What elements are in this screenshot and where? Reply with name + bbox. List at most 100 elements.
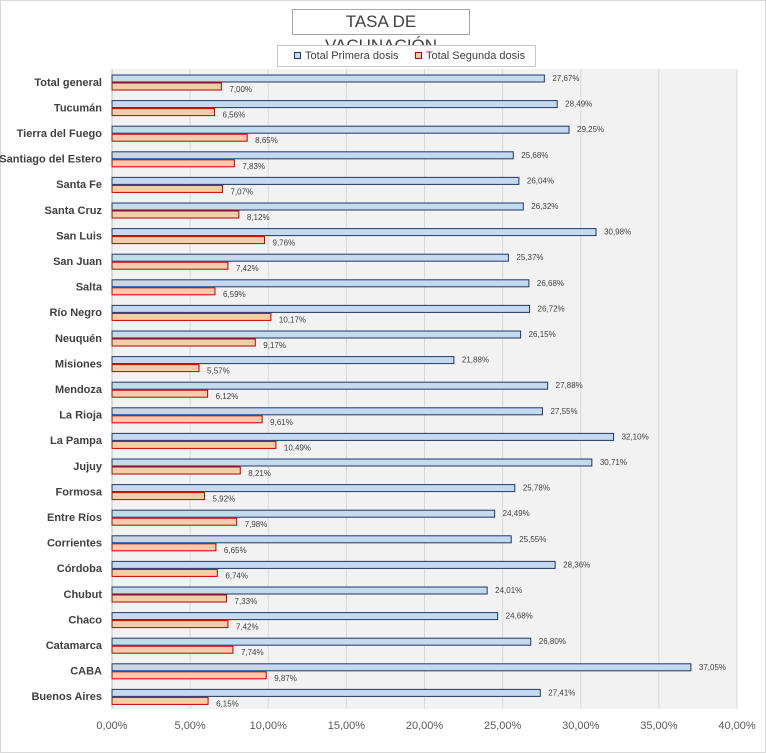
data-label-primera-dosis: 28,36% bbox=[563, 560, 590, 569]
data-label-segunda-dosis: 7,42% bbox=[236, 623, 259, 632]
bar-primera-dosis bbox=[111, 509, 496, 518]
category-label: Santa Fe bbox=[56, 179, 102, 191]
data-label-segunda-dosis: 9,17% bbox=[263, 341, 286, 350]
category-label: Buenos Aires bbox=[31, 691, 102, 703]
data-label-primera-dosis: 24,68% bbox=[506, 612, 533, 621]
bar-primera-dosis bbox=[111, 176, 520, 185]
data-label-segunda-dosis: 10,49% bbox=[284, 443, 311, 452]
x-tick-label: 5,00% bbox=[175, 720, 206, 732]
data-label-primera-dosis: 26,68% bbox=[537, 279, 564, 288]
bar-segunda-dosis bbox=[111, 440, 277, 449]
bar-segunda-dosis bbox=[111, 466, 241, 475]
category-label: Salta bbox=[76, 282, 103, 294]
bar-primera-dosis bbox=[111, 663, 692, 672]
x-tick-label: 15,00% bbox=[328, 720, 366, 732]
data-label-segunda-dosis: 9,87% bbox=[274, 674, 297, 683]
data-label-segunda-dosis: 7,42% bbox=[236, 264, 259, 273]
bar-primera-dosis bbox=[111, 228, 597, 237]
bar-segunda-dosis bbox=[111, 517, 238, 526]
data-label-segunda-dosis: 8,21% bbox=[248, 469, 271, 478]
category-label: Jujuy bbox=[73, 461, 103, 473]
data-label-segunda-dosis: 8,65% bbox=[255, 136, 278, 145]
data-label-segunda-dosis: 7,00% bbox=[229, 85, 252, 94]
category-label: San Luis bbox=[56, 230, 102, 242]
bar-segunda-dosis bbox=[111, 415, 263, 424]
bar-primera-dosis bbox=[111, 381, 549, 390]
data-label-segunda-dosis: 5,92% bbox=[213, 495, 236, 504]
legend-swatch-segunda bbox=[415, 52, 422, 59]
bar-primera-dosis bbox=[111, 612, 499, 621]
data-label-primera-dosis: 24,49% bbox=[503, 509, 530, 518]
category-label: Córdoba bbox=[57, 563, 103, 575]
category-label: Catamarca bbox=[46, 640, 103, 652]
bar-primera-dosis bbox=[111, 279, 530, 288]
x-tick-label: 0,00% bbox=[96, 720, 127, 732]
data-label-primera-dosis: 27,55% bbox=[550, 407, 577, 416]
category-label: Chaco bbox=[68, 614, 102, 626]
data-label-segunda-dosis: 7,98% bbox=[245, 520, 268, 529]
bar-primera-dosis bbox=[111, 458, 593, 467]
data-label-primera-dosis: 21,88% bbox=[462, 356, 489, 365]
data-label-primera-dosis: 27,67% bbox=[552, 74, 579, 83]
category-label: Formosa bbox=[56, 486, 103, 498]
bar-primera-dosis bbox=[111, 688, 541, 697]
bar-primera-dosis bbox=[111, 304, 530, 313]
category-label: Mendoza bbox=[55, 384, 103, 396]
bar-segunda-dosis bbox=[111, 287, 216, 296]
data-label-primera-dosis: 28,49% bbox=[565, 100, 592, 109]
data-label-primera-dosis: 25,78% bbox=[523, 484, 550, 493]
data-label-segunda-dosis: 9,61% bbox=[270, 418, 293, 427]
bar-segunda-dosis bbox=[111, 133, 248, 142]
bar-segunda-dosis bbox=[111, 645, 234, 654]
category-label: CABA bbox=[70, 666, 102, 678]
bar-primera-dosis bbox=[111, 151, 514, 160]
data-label-segunda-dosis: 7,07% bbox=[230, 187, 253, 196]
x-tick-label: 30,00% bbox=[562, 720, 600, 732]
bar-segunda-dosis bbox=[111, 108, 215, 117]
data-label-segunda-dosis: 6,65% bbox=[224, 546, 247, 555]
bar-primera-dosis bbox=[111, 330, 522, 339]
data-label-primera-dosis: 37,05% bbox=[699, 663, 726, 672]
category-label: Entre Ríos bbox=[47, 512, 102, 524]
x-tick-label: 20,00% bbox=[406, 720, 444, 732]
data-label-primera-dosis: 26,72% bbox=[538, 304, 565, 313]
category-label: Tierra del Fuego bbox=[17, 128, 103, 140]
bar-primera-dosis bbox=[111, 74, 545, 83]
bar-primera-dosis bbox=[111, 535, 512, 544]
x-tick-label: 10,00% bbox=[250, 720, 288, 732]
bar-segunda-dosis bbox=[111, 364, 200, 373]
bar-segunda-dosis bbox=[111, 568, 218, 577]
bar-segunda-dosis bbox=[111, 159, 235, 168]
category-label: La Pampa bbox=[50, 435, 103, 447]
data-label-primera-dosis: 32,10% bbox=[622, 432, 649, 441]
bar-primera-dosis bbox=[111, 586, 488, 595]
bar-segunda-dosis bbox=[111, 210, 240, 219]
data-label-segunda-dosis: 6,74% bbox=[225, 571, 248, 580]
bar-segunda-dosis bbox=[111, 261, 229, 270]
data-label-segunda-dosis: 10,17% bbox=[279, 315, 306, 324]
data-label-primera-dosis: 25,68% bbox=[521, 151, 548, 160]
bar-segunda-dosis bbox=[111, 184, 223, 193]
bar-primera-dosis bbox=[111, 125, 570, 134]
bar-primera-dosis bbox=[111, 356, 455, 365]
data-label-primera-dosis: 25,55% bbox=[519, 535, 546, 544]
data-label-segunda-dosis: 7,74% bbox=[241, 648, 264, 657]
x-tick-label: 35,00% bbox=[640, 720, 678, 732]
bar-primera-dosis bbox=[111, 100, 558, 109]
category-label: Neuquén bbox=[55, 333, 102, 345]
data-label-segunda-dosis: 7,33% bbox=[235, 597, 258, 606]
bar-segunda-dosis bbox=[111, 338, 256, 347]
legend-label-segunda: Total Segunda dosis bbox=[426, 50, 526, 62]
bar-primera-dosis bbox=[111, 202, 524, 211]
data-label-primera-dosis: 29,25% bbox=[577, 125, 604, 134]
bar-primera-dosis bbox=[111, 484, 516, 493]
data-label-primera-dosis: 26,04% bbox=[527, 176, 554, 185]
category-label: Santiago del Estero bbox=[0, 154, 102, 166]
bar-primera-dosis bbox=[111, 560, 556, 569]
bar-segunda-dosis bbox=[111, 620, 229, 629]
bar-primera-dosis bbox=[111, 253, 509, 262]
bar-segunda-dosis bbox=[111, 543, 217, 552]
chart-legend: Total Primera dosis Total Segunda dosis bbox=[277, 45, 536, 67]
category-label: Río Negro bbox=[49, 307, 102, 319]
bar-primera-dosis bbox=[111, 637, 532, 646]
